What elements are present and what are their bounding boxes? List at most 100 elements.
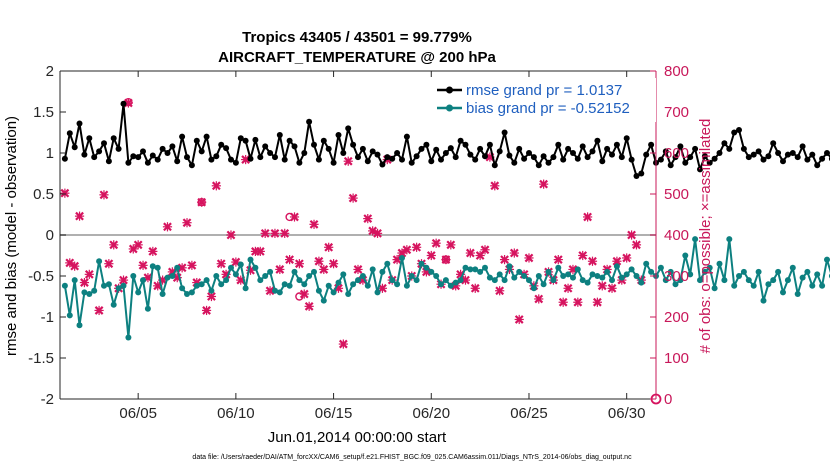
bias-point — [223, 277, 230, 284]
rmse-point — [267, 150, 274, 156]
rmse-point — [228, 156, 234, 163]
obs-assimilated-marker — [578, 250, 588, 261]
bias-point — [496, 271, 503, 278]
y-tick-label: -1 — [41, 309, 54, 326]
x-tick-label: 06/15 — [315, 405, 353, 422]
rmse-point — [613, 141, 620, 148]
bias-point — [574, 266, 581, 273]
bias-point — [325, 282, 332, 289]
rmse-point — [330, 159, 337, 166]
rmse-point — [76, 120, 83, 127]
obs-assimilated-marker — [314, 256, 324, 266]
obs-assimilated-marker — [470, 283, 480, 293]
rmse-point — [306, 118, 313, 125]
bias-point — [188, 289, 195, 296]
rmse-point — [711, 155, 718, 162]
bias-point — [535, 273, 542, 279]
bias-point — [105, 281, 112, 288]
rmse-point — [242, 137, 249, 144]
rmse-point — [110, 135, 117, 142]
rmse-point — [618, 154, 625, 161]
bias-point — [320, 297, 327, 304]
legend-box — [432, 78, 656, 122]
bias-point — [408, 273, 415, 279]
bias-point — [340, 271, 347, 278]
rmse-point — [272, 154, 278, 161]
x-tick-label: 06/05 — [119, 405, 157, 422]
obs-assimilated-marker — [622, 253, 632, 263]
obs-assimilated-marker — [402, 245, 412, 255]
rmse-point — [291, 143, 298, 150]
rmse-point — [716, 150, 723, 156]
rmse-point — [765, 153, 772, 160]
bias-point — [184, 291, 190, 297]
bias-point — [780, 289, 786, 296]
bias-point — [745, 277, 752, 284]
rmse-point — [750, 151, 757, 158]
rmse-point — [648, 141, 655, 148]
bias-point — [315, 287, 322, 294]
rmse-point — [574, 155, 581, 162]
y2-tick-label: 200 — [664, 309, 689, 326]
obs-assimilated-marker — [431, 238, 441, 248]
bias-point — [491, 277, 498, 284]
obs-assimilated-marker — [631, 240, 642, 250]
rmse-point — [96, 148, 103, 155]
rmse-point — [780, 158, 786, 165]
rmse-point — [809, 151, 816, 158]
rmse-point — [252, 136, 259, 143]
chart-title: Tropics 43405 / 43501 = 99.779% — [242, 29, 472, 46]
y-tick-label: -0.5 — [28, 268, 54, 285]
bias-point — [267, 268, 274, 275]
obs-assimilated-marker — [495, 286, 505, 296]
y-tick-label: -1.5 — [28, 350, 54, 367]
rmse-point — [218, 141, 225, 148]
obs-assimilated-marker — [138, 260, 148, 270]
y-tick-label: 2 — [46, 63, 54, 80]
rmse-point — [609, 151, 615, 158]
rmse-point — [120, 100, 127, 107]
bias-point — [232, 271, 239, 278]
bias-point — [203, 277, 210, 284]
rmse-point — [257, 154, 264, 161]
rmse-point — [140, 148, 146, 155]
bias-point — [824, 256, 830, 263]
obs-assimilated-marker — [514, 314, 524, 325]
bias-point — [179, 285, 186, 292]
rmse-point — [203, 133, 210, 140]
bias-point — [486, 274, 493, 281]
bias-point — [462, 264, 469, 271]
bias-point — [565, 271, 572, 278]
bias-point — [86, 291, 93, 297]
obs-assimilated-marker — [558, 297, 568, 307]
bias-point — [252, 264, 259, 271]
rmse-point — [286, 137, 293, 144]
rmse-point — [320, 137, 327, 144]
rmse-point — [105, 158, 112, 165]
bias-point — [247, 256, 254, 263]
obs-assimilated-marker — [201, 305, 212, 316]
rmse-point — [486, 141, 493, 148]
rmse-point — [428, 158, 435, 165]
obs-assimilated-marker — [309, 219, 319, 229]
obs-assimilated-marker — [133, 240, 143, 250]
rmse-point — [526, 150, 532, 156]
y2-tick-label: 700 — [664, 104, 689, 121]
obs-assimilated-marker — [182, 218, 192, 228]
rmse-point — [530, 154, 537, 161]
obs-assimilated-marker — [319, 264, 329, 275]
bias-point — [721, 277, 728, 284]
bias-point — [374, 289, 381, 296]
rmse-point — [633, 173, 640, 179]
bias-point — [120, 282, 127, 289]
obs-assimilated-marker — [372, 228, 383, 238]
rmse-point — [740, 145, 747, 152]
obs-assimilated-marker — [583, 212, 593, 222]
obs-assimilated-marker — [162, 222, 173, 232]
bias-point — [477, 268, 484, 275]
bias-point — [521, 273, 528, 279]
bias-point — [736, 273, 742, 279]
bias-point — [418, 260, 425, 267]
bias-point — [604, 268, 611, 275]
rmse-point — [71, 144, 78, 151]
